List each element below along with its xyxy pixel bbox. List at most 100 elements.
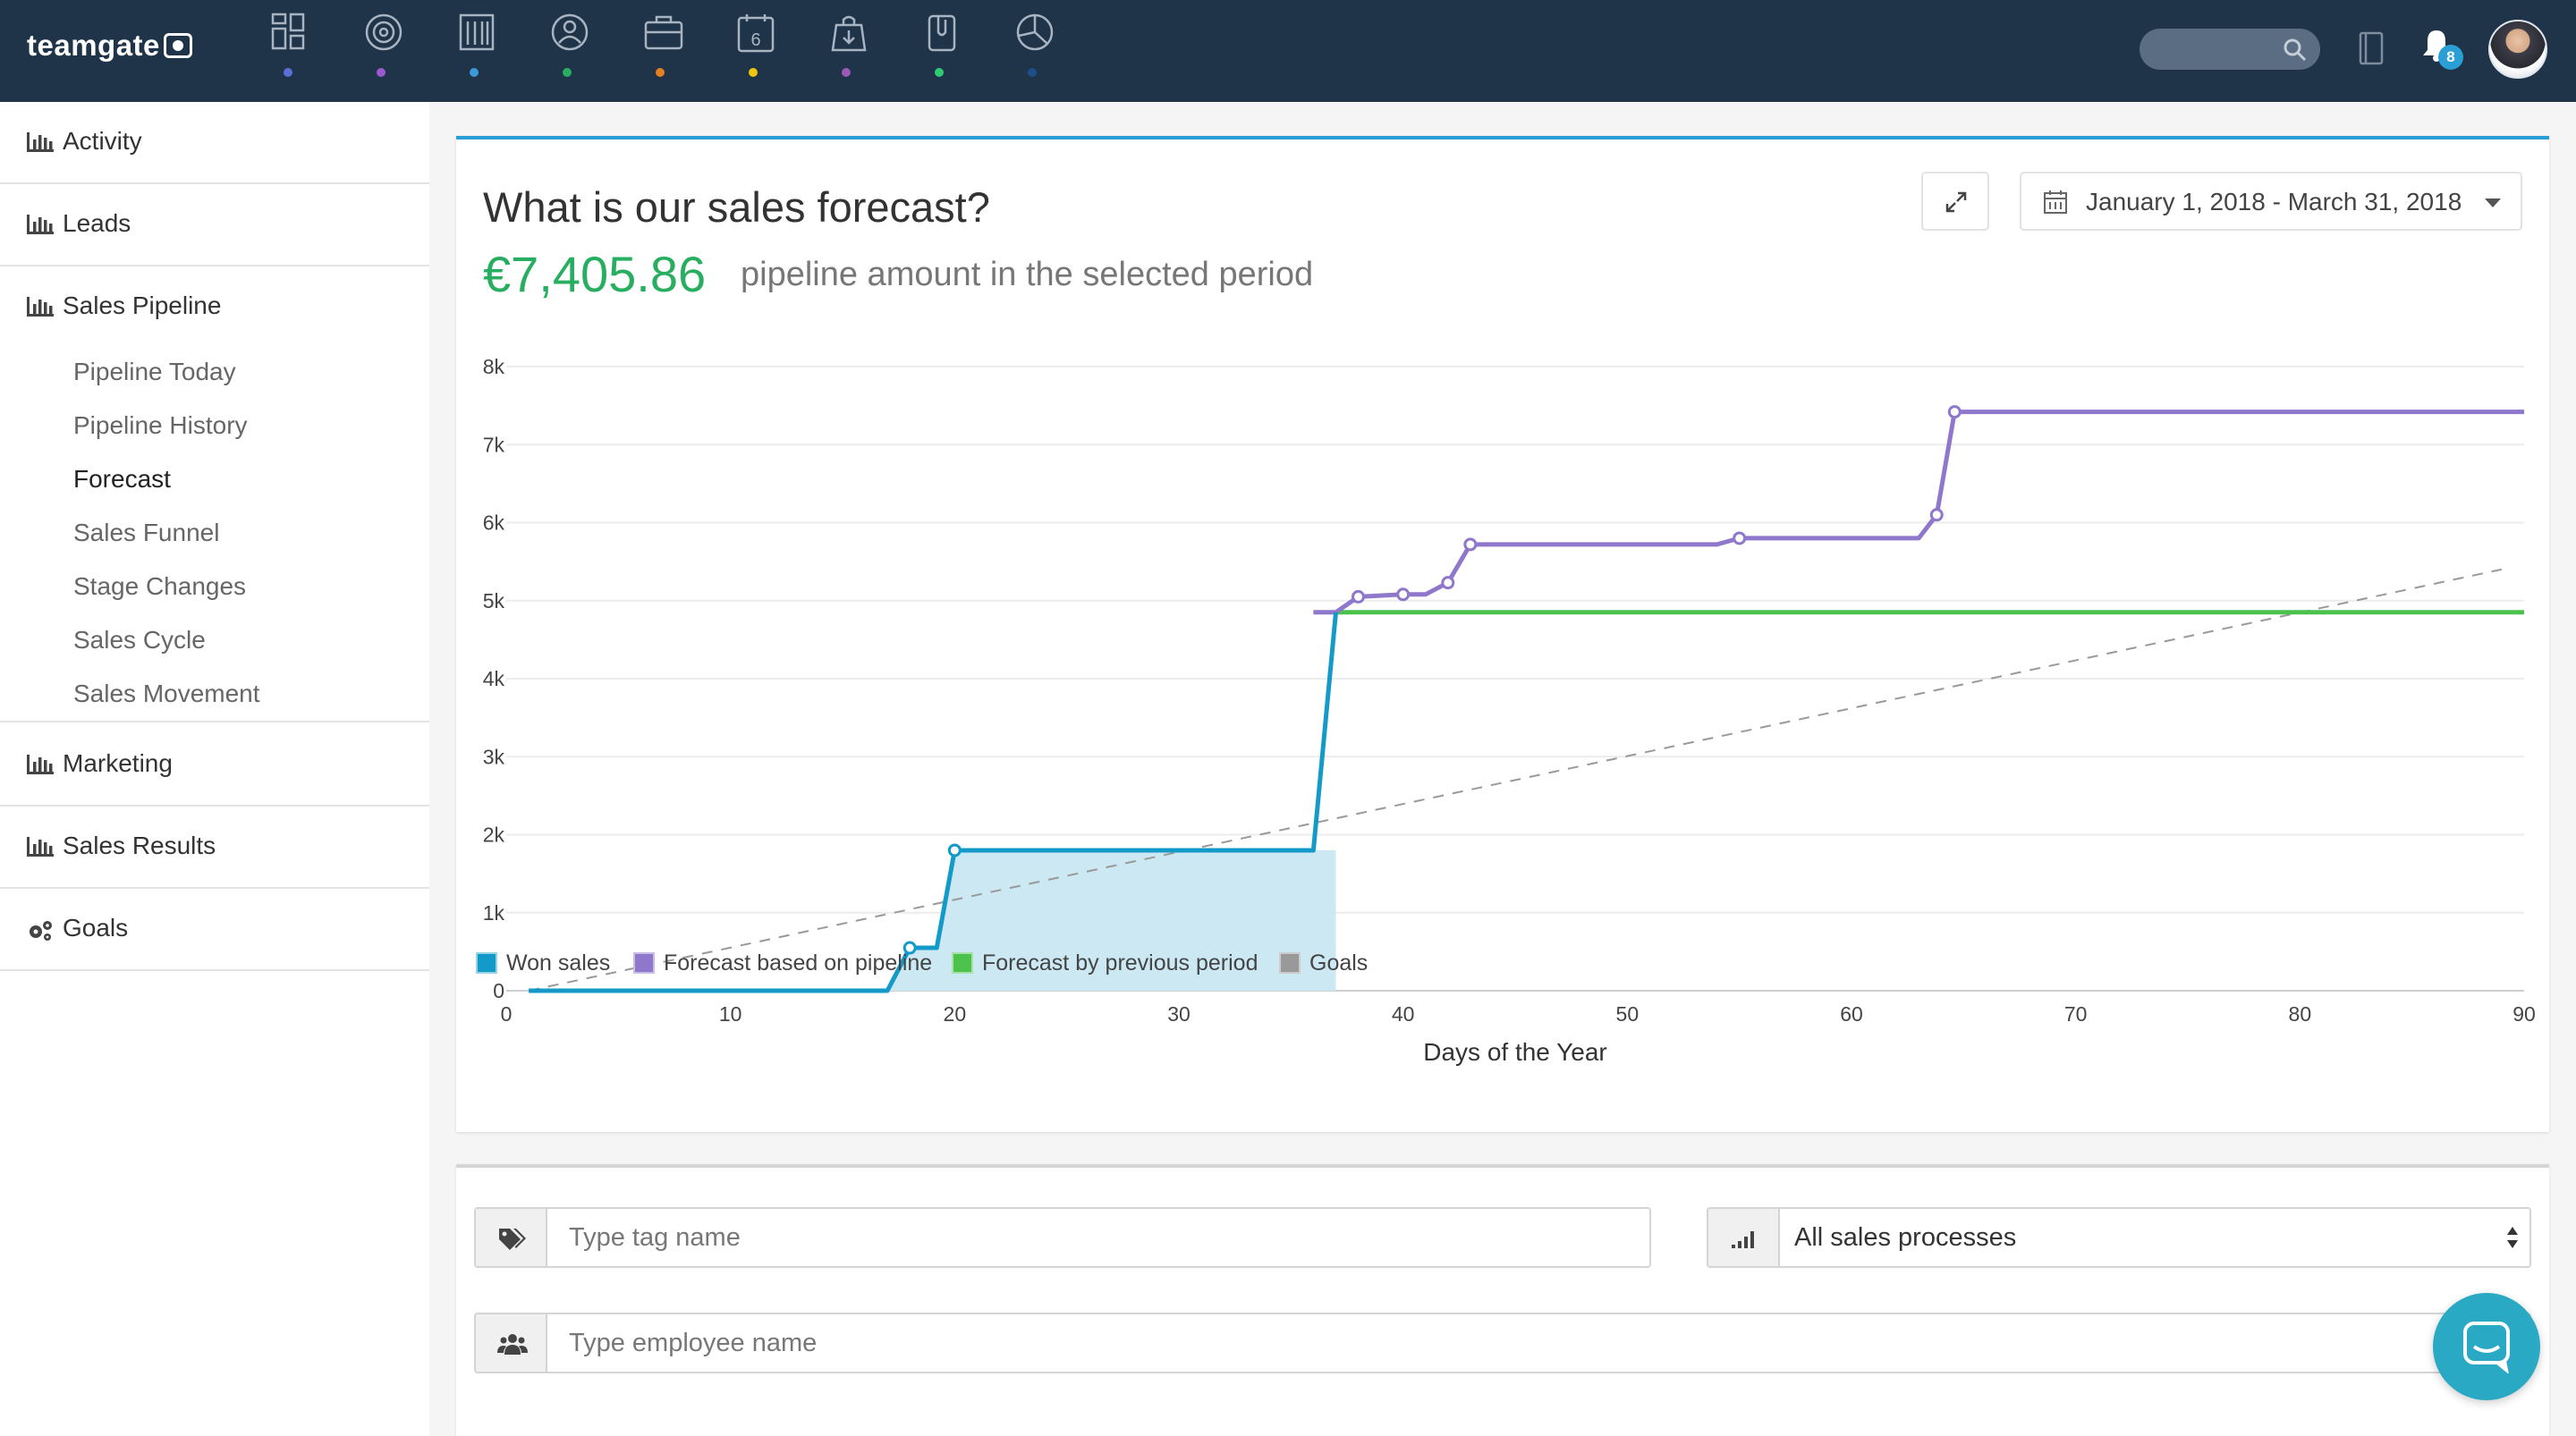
sidebar-subitem-forecast[interactable]: Forecast	[73, 465, 171, 493]
legend-forecast-previous-period[interactable]: Forecast by previous period	[952, 950, 1258, 976]
expand-button[interactable]	[1921, 172, 1989, 231]
attachment-icon	[928, 14, 956, 52]
x-tick-label: 90	[2512, 1002, 2536, 1026]
nav-deals[interactable]	[632, 13, 686, 84]
sidebar-item-label: Sales Pipeline	[63, 291, 222, 319]
notification-count-badge: 8	[2438, 45, 2463, 70]
report-title: What is our sales forecast?	[483, 183, 990, 231]
nav-dashboard[interactable]	[260, 13, 314, 84]
nav-contacts[interactable]	[539, 13, 593, 84]
y-tick-label: 6k	[483, 511, 505, 535]
chevron-down-icon	[2485, 199, 2501, 207]
sidebar-item-leads[interactable]: Leads	[0, 184, 429, 266]
legend-label: Forecast by previous period	[982, 950, 1258, 976]
briefcase-icon	[644, 15, 683, 50]
nav-inbox[interactable]	[818, 13, 872, 84]
x-tick-label: 50	[1616, 1002, 1640, 1026]
x-tick-label: 20	[944, 1002, 967, 1026]
nav-deals-indicator	[656, 68, 665, 77]
sidebar-item-activity[interactable]: Activity	[0, 102, 429, 184]
series-line-forecast-based-on-pipeline	[1313, 410, 2524, 615]
legend-won-sales[interactable]: Won sales	[476, 950, 610, 976]
sidebar-item-marketing[interactable]: Marketing	[0, 724, 429, 807]
user-avatar[interactable]	[2488, 20, 2547, 79]
nav-contacts-indicator	[563, 68, 572, 77]
y-tick-label: 7k	[483, 433, 505, 456]
data-point-marker	[902, 941, 917, 955]
sidebar-item-sales-results[interactable]: Sales Results	[0, 807, 429, 889]
bar-chart-icon	[27, 755, 54, 774]
x-tick-label: 80	[2289, 1002, 2312, 1026]
x-tick-label: 40	[1392, 1002, 1415, 1026]
y-tick-label: 0	[493, 979, 504, 1002]
chat-launcher-button[interactable]	[2433, 1293, 2540, 1400]
calendar-icon: 6	[737, 14, 775, 53]
sidebar-subitem-sales-funnel[interactable]: Sales Funnel	[73, 519, 220, 546]
x-axis-title: Days of the Year	[1423, 1038, 1606, 1066]
nav-reports-indicator	[1028, 68, 1037, 77]
nav-companies[interactable]	[446, 13, 500, 84]
sidebar-subitem-sales-cycle[interactable]: Sales Cycle	[73, 626, 206, 654]
sidebar-subitem-pipeline-today[interactable]: Pipeline Today	[73, 358, 236, 385]
data-point-marker	[1463, 537, 1478, 552]
search-input[interactable]	[2140, 29, 2320, 70]
contacts-icon	[551, 13, 589, 51]
sales-process-select[interactable]: All sales processes	[1780, 1207, 2531, 1268]
sidebar-item-sales-pipeline[interactable]: Sales Pipeline	[0, 266, 429, 722]
bar-chart-icon	[27, 837, 54, 857]
legend-swatch	[633, 952, 655, 974]
employee-addon	[474, 1313, 547, 1373]
legend-label: Forecast based on pipeline	[664, 950, 933, 976]
forecast-report-card: What is our sales forecast? €7,405.86 pi…	[456, 136, 2549, 1132]
building-icon	[459, 13, 495, 51]
chat-icon	[2463, 1322, 2510, 1373]
employee-input[interactable]: Type employee name	[547, 1313, 2531, 1373]
logo-text: teamgate	[27, 29, 160, 62]
y-tick-label: 5k	[483, 589, 505, 612]
sidebar-item-label: Marketing	[63, 749, 173, 777]
dashboard-icon	[271, 13, 305, 50]
tags-icon	[499, 1229, 526, 1250]
sidebar-subitem-pipeline-history[interactable]: Pipeline History	[73, 411, 248, 439]
y-tick-label: 1k	[483, 901, 505, 925]
nav-leads[interactable]	[353, 13, 407, 84]
sidebar-subitem-sales-movement[interactable]: Sales Movement	[73, 680, 260, 707]
series-line-goals	[528, 568, 2503, 992]
sidebar-item-goals[interactable]: Goals	[0, 889, 429, 971]
top-navigation-bar: teamgate 6 8	[0, 0, 2576, 102]
book-icon[interactable]	[2358, 30, 2385, 66]
sidebar-item-label: Activity	[63, 127, 142, 155]
svg-text:6: 6	[750, 30, 760, 50]
x-tick-label: 10	[719, 1002, 742, 1026]
sidebar-subitem-stage-changes[interactable]: Stage Changes	[73, 572, 247, 600]
data-point-marker	[1441, 576, 1455, 590]
legend-swatch	[476, 952, 497, 974]
tag-input[interactable]: Type tag name	[547, 1207, 1651, 1268]
sidebar-item-label: Leads	[63, 209, 131, 237]
y-tick-label: 4k	[483, 667, 505, 690]
legend-goals[interactable]: Goals	[1279, 950, 1368, 976]
pie-chart-icon	[1016, 13, 1054, 51]
app-logo[interactable]: teamgate	[27, 29, 192, 63]
pipeline-amount: €7,405.86	[483, 246, 707, 302]
sales-process-addon	[1707, 1207, 1780, 1268]
legend-label: Goals	[1309, 950, 1368, 976]
data-point-marker	[1396, 587, 1411, 602]
nav-calendar[interactable]: 6	[725, 13, 779, 84]
sidebar-item-label: Goals	[63, 914, 129, 942]
legend-swatch	[952, 952, 973, 974]
data-point-marker	[947, 843, 962, 857]
updown-arrows-icon	[2507, 1227, 2518, 1248]
won-sales-area	[529, 850, 1336, 991]
legend-forecast-pipeline[interactable]: Forecast based on pipeline	[633, 950, 932, 976]
bar-chart-icon	[27, 132, 54, 152]
search-icon	[2284, 38, 2307, 62]
nav-reports[interactable]	[1004, 13, 1058, 84]
calendar-icon	[2044, 190, 2067, 214]
data-point-marker	[1929, 508, 1944, 522]
inbox-icon	[831, 15, 867, 52]
date-range-picker[interactable]: January 1, 2018 - March 31, 2018	[2020, 172, 2522, 231]
sales-process-value: All sales processes	[1794, 1223, 2017, 1252]
nav-files[interactable]	[911, 13, 965, 84]
y-tick-label: 8k	[483, 355, 505, 378]
